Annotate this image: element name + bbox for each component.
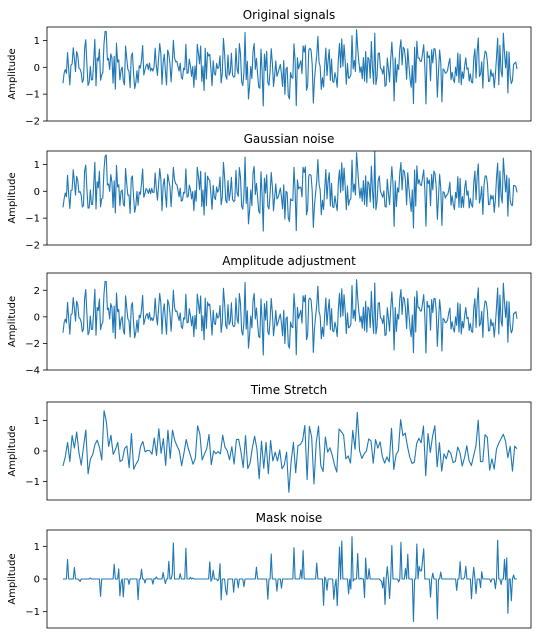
signal-line	[62, 151, 518, 232]
subplot-3: Amplitude adjustment Amplitude 2 0 −2 −4	[7, 254, 532, 377]
subplot-title: Original signals	[243, 8, 336, 22]
y-tick-label: 1	[34, 542, 40, 553]
y-tick-label: 0	[34, 63, 40, 74]
y-tick-label: 2	[34, 286, 40, 297]
y-tick-label: 0	[34, 575, 40, 586]
axes-frame	[46, 401, 532, 501]
subplot-5: Mask noise Amplitude 1 0 −1	[7, 511, 532, 629]
y-tick-label: −2	[25, 241, 40, 252]
y-tick-label: 1	[34, 160, 40, 171]
y-axis-label: Amplitude	[7, 296, 18, 347]
subplot-2: Gaussian noise Amplitude 1 0 −1 −2	[7, 132, 532, 252]
y-axis-label: Amplitude	[7, 425, 18, 476]
y-tick-label: −1	[25, 607, 40, 618]
subplot-title: Gaussian noise	[244, 132, 335, 146]
y-axis-label: Amplitude	[7, 553, 18, 604]
subplot-title: Time Stretch	[250, 383, 327, 397]
subplot-title: Amplitude adjustment	[222, 254, 356, 268]
signal-line	[63, 536, 517, 623]
y-tick-label: 0	[34, 312, 40, 323]
subplot-1: Original signals Amplitude 1 0 −1 −2	[7, 8, 532, 128]
y-tick-label: −2	[25, 117, 40, 128]
y-axis-label: Amplitude	[7, 48, 18, 99]
signal-line	[62, 29, 518, 107]
y-tick-label: 0	[34, 447, 40, 458]
axes-frame	[46, 150, 532, 246]
signal-line	[62, 279, 518, 356]
subplot-title: Mask noise	[256, 511, 323, 525]
axes-frame	[46, 272, 532, 371]
axes-frame	[46, 529, 532, 629]
y-tick-label: −4	[25, 366, 40, 377]
y-tick-label: 0	[34, 187, 40, 198]
y-tick-label: 1	[34, 36, 40, 47]
signal-line	[62, 410, 518, 493]
axes-frame	[46, 26, 532, 122]
y-tick-label: −1	[25, 214, 40, 225]
y-tick-label: −1	[25, 90, 40, 101]
y-axis-label: Amplitude	[7, 172, 18, 223]
subplot-4: Time Stretch Amplitude 1 0 −1	[7, 383, 532, 501]
y-tick-label: 1	[34, 416, 40, 427]
y-tick-label: −1	[25, 477, 40, 488]
y-tick-label: −2	[25, 339, 40, 350]
